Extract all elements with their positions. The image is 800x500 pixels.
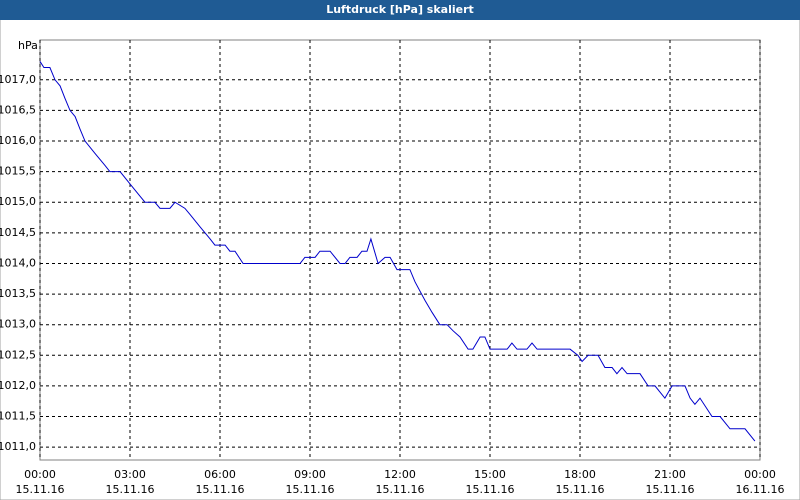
x-tick-label: 09:00 (294, 468, 326, 481)
y-unit: hPa (18, 39, 38, 52)
y-tick-label: 1015,0 (0, 195, 36, 208)
y-tick-label: 1013,0 (0, 318, 36, 331)
x-tick-date: 15.11.16 (376, 483, 425, 496)
x-tick-date: 15.11.16 (196, 483, 245, 496)
y-tick-label: 1012,0 (0, 379, 36, 392)
y-tick-label: 1014,0 (0, 256, 36, 269)
y-tick-label: 1011,5 (0, 410, 36, 423)
y-tick-label: 1017,0 (0, 73, 36, 86)
x-tick-label: 00:00 (744, 468, 776, 481)
y-tick-label: 1016,0 (0, 134, 36, 147)
y-tick-label: 1014,5 (0, 226, 36, 239)
x-tick-label: 06:00 (204, 468, 236, 481)
x-tick-date: 15.11.16 (646, 483, 695, 496)
x-tick-label: 21:00 (654, 468, 686, 481)
title-bar (0, 0, 800, 20)
x-tick-label: 00:00 (24, 468, 56, 481)
line-series (39, 61, 756, 442)
x-tick-date: 15.11.16 (16, 483, 65, 496)
x-tick-label: 18:00 (564, 468, 596, 481)
y-tick-label: 1011,0 (0, 440, 36, 453)
y-tick-label: 1015,5 (0, 165, 36, 178)
y-tick-label: 1013,5 (0, 287, 36, 300)
x-tick-date: 15.11.16 (286, 483, 335, 496)
chart-title: Luftdruck [hPa] skaliert (326, 3, 474, 16)
x-tick-date: 16.11.16 (736, 483, 785, 496)
x-tick-date: 15.11.16 (466, 483, 515, 496)
y-tick-label: 1016,5 (0, 103, 36, 116)
x-tick-date: 15.11.16 (106, 483, 155, 496)
x-tick-date: 15.11.16 (556, 483, 605, 496)
x-tick-label: 12:00 (384, 468, 416, 481)
x-tick-label: 15:00 (474, 468, 506, 481)
y-tick-label: 1012,5 (0, 348, 36, 361)
x-tick-label: 03:00 (114, 468, 146, 481)
